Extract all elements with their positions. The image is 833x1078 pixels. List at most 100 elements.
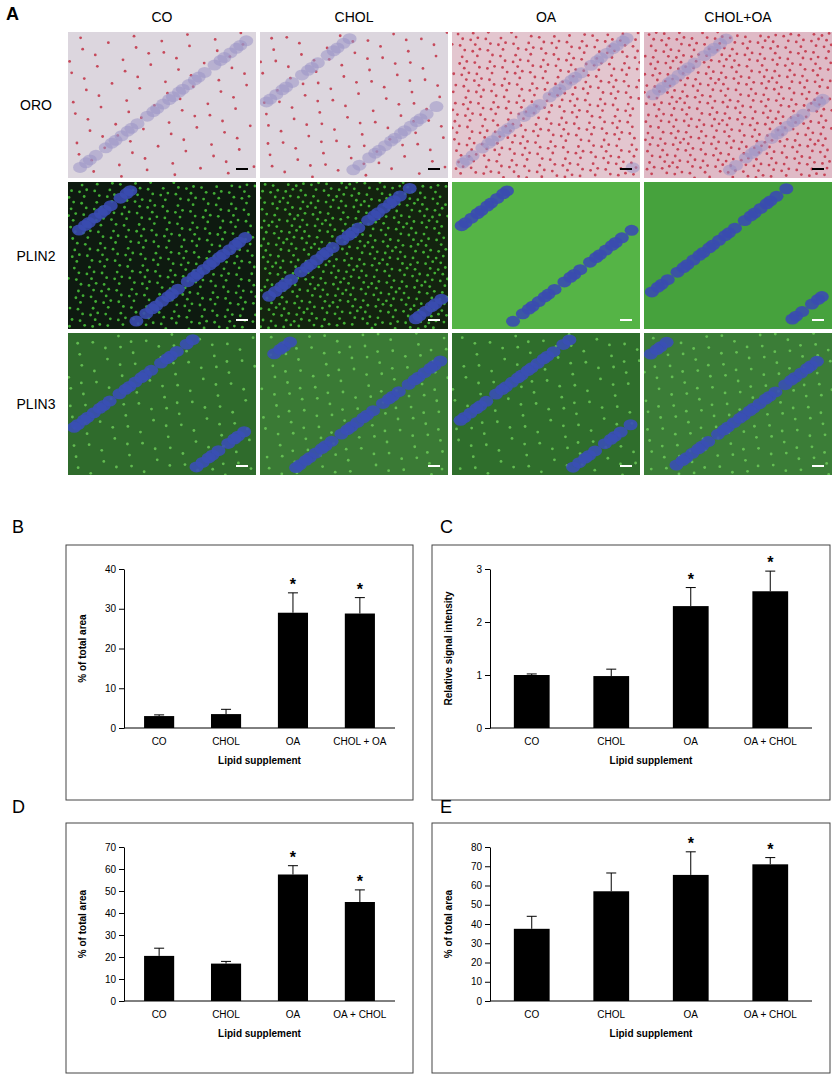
micrograph-speck	[71, 318, 74, 321]
micrograph-speck	[745, 145, 748, 148]
micrograph-speck	[631, 125, 634, 128]
micrograph-speck	[413, 102, 416, 105]
micrograph-speck	[220, 90, 223, 93]
micrograph-speck	[761, 46, 764, 49]
micrograph-speck	[701, 94, 704, 97]
micrograph-speck	[77, 290, 80, 293]
micrograph-speck	[736, 52, 739, 55]
micrograph-speck	[79, 36, 82, 39]
micrograph-speck	[607, 161, 610, 164]
micrograph-speck	[597, 86, 600, 89]
micrograph-speck	[241, 308, 244, 311]
micrograph-speck	[162, 187, 165, 190]
micrograph-speck	[204, 209, 207, 212]
micrograph-speck	[785, 156, 788, 159]
micrograph-speck	[779, 140, 782, 143]
micrograph-speck	[429, 149, 432, 152]
micrograph-speck	[433, 43, 436, 46]
micrograph-speck	[477, 102, 480, 105]
micrograph-speck	[744, 163, 747, 166]
micrograph-speck	[213, 192, 216, 195]
micrograph-speck	[830, 109, 832, 112]
micrograph-speck	[713, 136, 716, 139]
micrograph-speck	[113, 211, 116, 214]
micrograph-speck	[726, 124, 729, 127]
micrograph-speck	[267, 124, 270, 127]
micrograph-speck	[565, 59, 568, 62]
micrograph-speck	[296, 295, 299, 298]
micrograph-speck	[367, 286, 370, 289]
micrograph-speck	[580, 58, 583, 61]
micrograph-speck	[131, 252, 134, 255]
micrograph-speck	[238, 267, 241, 270]
micrograph-speck	[236, 255, 239, 258]
micrograph-speck	[320, 241, 323, 244]
micrograph-speck	[765, 69, 768, 72]
micrograph-speck	[420, 38, 423, 41]
micrograph-speck	[617, 90, 620, 93]
micrograph-speck	[535, 123, 538, 126]
micrograph-speck	[385, 215, 388, 218]
micrograph-speck	[495, 94, 498, 97]
micrograph-speck	[585, 45, 588, 48]
micrograph-speck	[80, 202, 83, 205]
micrograph-speck	[190, 321, 193, 324]
micrograph-speck	[755, 158, 758, 161]
micrograph-speck	[236, 137, 239, 140]
micrograph-speck	[514, 72, 517, 75]
micrograph-speck	[366, 57, 369, 60]
micrograph-speck	[709, 77, 712, 80]
micrograph-speck	[489, 60, 492, 63]
micrograph-speck	[269, 254, 272, 257]
micrograph-speck	[99, 260, 102, 263]
micrograph-speck	[327, 194, 330, 197]
micrograph-speck	[787, 39, 790, 42]
micrograph-speck	[216, 296, 219, 299]
micrograph-speck	[232, 96, 235, 99]
micrograph-speck	[417, 243, 420, 246]
micrograph-speck	[459, 172, 462, 175]
micrograph-speck	[287, 183, 290, 186]
micrograph-speck	[379, 182, 382, 184]
micrograph-speck	[78, 271, 81, 274]
micrograph-speck	[202, 216, 205, 219]
micrograph-speck	[455, 149, 458, 152]
micrograph-speck	[364, 292, 367, 295]
micrograph-speck	[360, 204, 363, 207]
micrograph-speck	[252, 320, 255, 323]
micrograph-speck	[722, 101, 725, 104]
micrograph-speck	[590, 133, 593, 136]
micrograph-speck	[221, 238, 224, 241]
micrograph-speck	[438, 214, 441, 217]
micrograph-speck	[730, 146, 733, 149]
micrograph-speck	[679, 97, 682, 100]
micrograph-speck	[706, 102, 709, 105]
micrograph-speck	[772, 40, 775, 43]
micrograph-speck	[487, 159, 490, 162]
micrograph-speck	[303, 230, 306, 233]
micrograph-speck	[305, 123, 308, 126]
micrograph-speck	[339, 299, 342, 302]
micrograph-speck	[515, 101, 518, 104]
micrograph-speck	[224, 297, 227, 300]
micrograph-speck	[91, 325, 94, 328]
micrograph-speck	[240, 197, 243, 200]
micrograph-speck	[682, 54, 685, 57]
micrograph-speck	[151, 193, 154, 196]
micrograph-speck	[342, 75, 345, 78]
micrograph-nucleus	[549, 87, 563, 98]
micrograph-speck	[521, 70, 524, 73]
micrograph-speck	[536, 171, 539, 174]
micrograph-speck	[278, 200, 281, 203]
micrograph-speck	[661, 167, 664, 170]
micrograph-speck	[172, 262, 175, 265]
micrograph-speck	[512, 60, 515, 63]
micrograph-speck	[317, 200, 320, 203]
micrograph-speck	[808, 91, 811, 94]
micrograph-speck	[512, 42, 515, 45]
micrograph-speck	[260, 61, 262, 64]
micrograph-speck	[591, 34, 594, 37]
micrograph-speck	[767, 36, 770, 39]
micrograph-speck	[218, 245, 221, 248]
micrograph-speck	[120, 294, 123, 297]
